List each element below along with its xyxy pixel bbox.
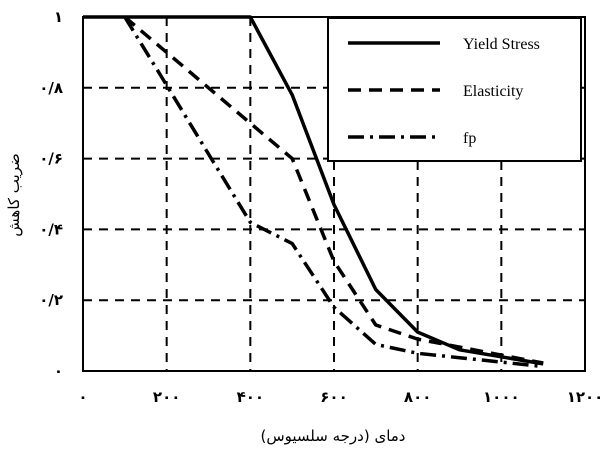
x-tick-label: ۱۲۰۰ bbox=[567, 388, 602, 406]
legend-label: Yield Stress bbox=[463, 36, 540, 53]
legend-label: Elasticity bbox=[463, 83, 523, 100]
series-layer bbox=[83, 15, 544, 369]
legend-label: fp bbox=[463, 130, 476, 147]
series-line bbox=[83, 15, 544, 366]
y-tick-label: ۰/۶ bbox=[39, 150, 63, 168]
x-tick-label: ۸۰۰ bbox=[404, 388, 431, 406]
y-axis-label: ضریب کاهش bbox=[5, 153, 23, 236]
y-tick-label: ۰/۴ bbox=[39, 220, 63, 238]
y-tick-label: ۰/۸ bbox=[39, 79, 63, 97]
legend-box bbox=[327, 17, 582, 162]
y-tick-label: ۱ bbox=[54, 8, 63, 26]
y-tick-label: ۰ bbox=[54, 362, 63, 380]
x-tick-label: ۰ bbox=[78, 388, 87, 406]
series-line bbox=[123, 16, 544, 369]
x-tick-label: ۴۰۰ bbox=[237, 388, 264, 406]
x-tick-label: ۶۰۰ bbox=[320, 388, 347, 406]
x-tick-label: ۲۰۰ bbox=[153, 388, 180, 406]
series-line bbox=[123, 15, 544, 365]
x-tick-label: ۱۰۰۰ bbox=[483, 388, 520, 406]
y-tick-label: ۰/۲ bbox=[39, 291, 63, 309]
legend: Yield Stress Elasticity fp bbox=[327, 17, 582, 162]
y-axis-ticks: ۰ ۰/۲ ۰/۴ ۰/۶ ۰/۸ ۱ bbox=[39, 8, 63, 380]
x-axis-ticks: ۰ ۲۰۰ ۴۰۰ ۶۰۰ ۸۰۰ ۱۰۰۰ ۱۲۰۰ bbox=[78, 388, 602, 406]
x-axis-label: دمای (درجه سلسیوس) bbox=[260, 427, 405, 445]
